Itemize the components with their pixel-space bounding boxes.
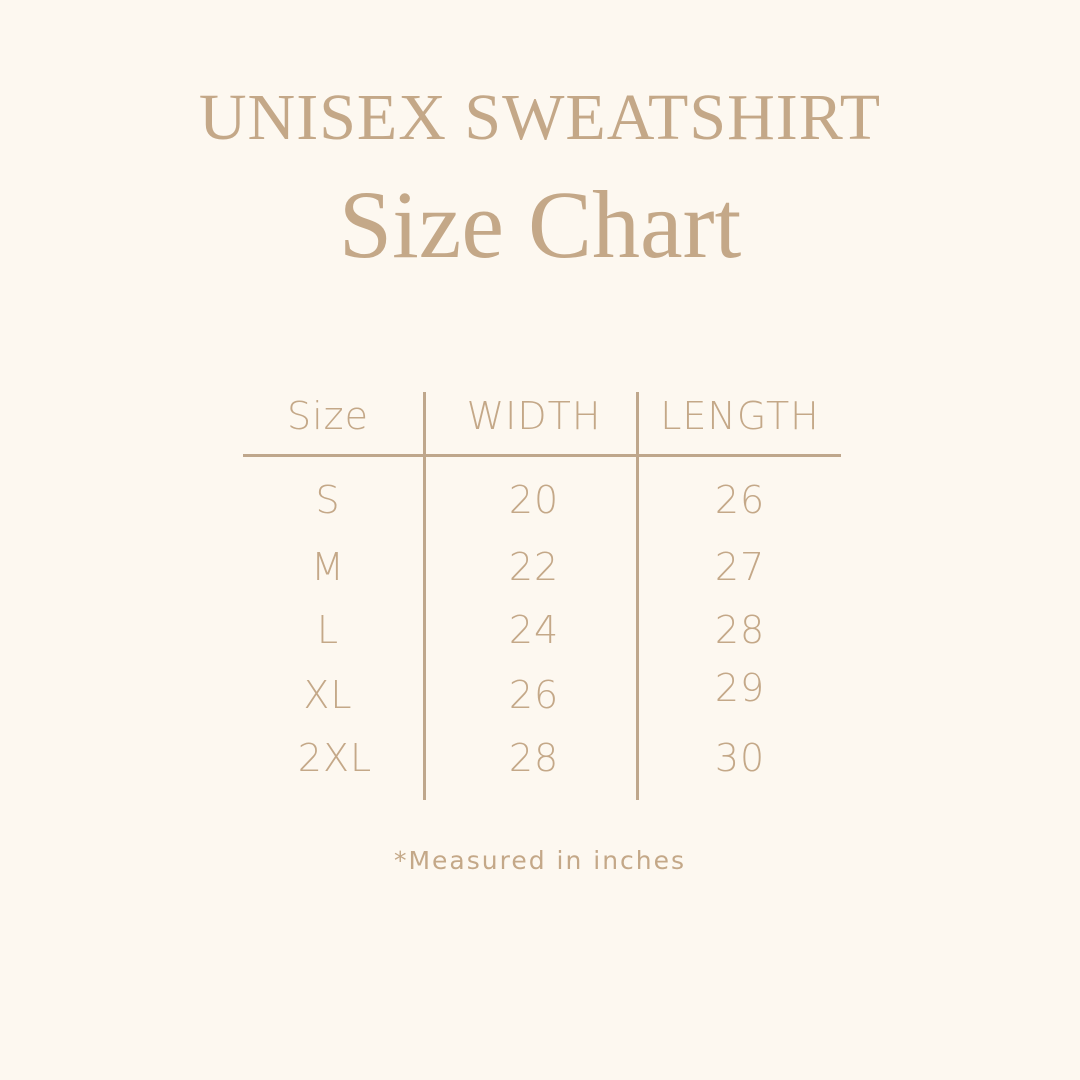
cell-size: XL: [303, 673, 353, 717]
cell-width: 24: [508, 608, 560, 652]
title-product: UNISEX SWEATSHIRT: [198, 81, 882, 154]
cell-width: 22: [508, 545, 560, 589]
cell-size: L: [316, 608, 340, 652]
cell-size: 2XL: [297, 736, 373, 780]
cell-width: 26: [508, 673, 560, 717]
column-header-width: WIDTH: [466, 394, 602, 438]
column-divider-2: [636, 392, 639, 800]
cell-size: S: [315, 478, 341, 522]
cell-length: 30: [714, 736, 766, 780]
cell-width: 28: [508, 736, 560, 780]
cell-length: 27: [714, 545, 766, 589]
cell-length: 26: [714, 478, 766, 522]
cell-size: M: [311, 545, 345, 589]
column-divider-1: [423, 392, 426, 800]
cell-length: 29: [714, 666, 766, 710]
cell-length: 28: [714, 608, 766, 652]
header-divider: [243, 454, 841, 457]
title-size-chart: Size Chart: [338, 171, 742, 278]
column-header-size: Size: [286, 394, 369, 438]
cell-width: 20: [508, 478, 560, 522]
column-header-length: LENGTH: [660, 394, 820, 438]
footnote: *Measured in inches: [393, 846, 687, 875]
